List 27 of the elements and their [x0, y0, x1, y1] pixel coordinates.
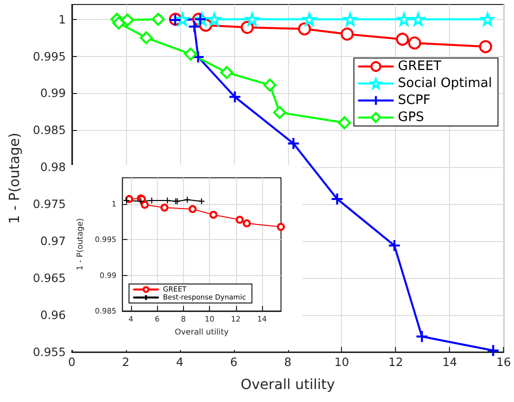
x-tick-label: 14: [442, 355, 458, 369]
x-tick-label: 16: [496, 355, 512, 369]
x-axis-title: Overall utility: [240, 377, 335, 393]
x-tick-label: 0: [68, 355, 76, 369]
y-axis-title: 1 - P(outage): [7, 132, 23, 224]
x-tick-label: 8: [284, 355, 292, 369]
y-tick-label: 0.97: [40, 234, 66, 248]
legend-label: SCPF: [398, 93, 431, 108]
x-axis-title: Overall utility: [174, 327, 229, 336]
legend-label: GPS: [398, 110, 424, 125]
y-tick-label: 0.965: [32, 271, 66, 286]
y-tick-label: 0.975: [32, 197, 66, 212]
x-tick-label: 4: [176, 355, 184, 369]
y-tick-label: 0.995: [32, 49, 66, 64]
x-tick-label: 12: [388, 355, 404, 369]
x-tick-label: 2: [122, 355, 130, 369]
y-tick-label: 0.955: [32, 345, 66, 359]
legend-label: GREET: [398, 59, 442, 74]
y-tick-label: 1: [58, 12, 66, 26]
y-tick-label: 0.985: [32, 123, 66, 138]
y-tick-label: 0.99: [40, 86, 66, 100]
y-tick-label: 0.98: [40, 160, 66, 174]
legend-label: Social Optimal: [398, 76, 492, 91]
y-tick-label: 0.96: [40, 308, 66, 322]
x-tick-label: 6: [230, 355, 238, 369]
y-axis-title: 1 - P(outage): [76, 218, 84, 270]
x-tick-label: 10: [334, 355, 350, 369]
